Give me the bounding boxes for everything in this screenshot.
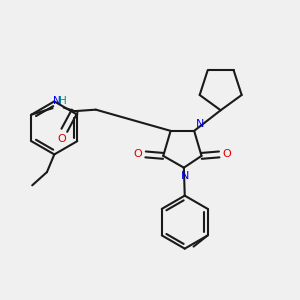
Text: N: N: [53, 96, 61, 106]
Text: O: O: [58, 134, 66, 144]
Text: N: N: [181, 171, 189, 181]
Text: O: O: [223, 149, 232, 159]
Text: N: N: [196, 119, 204, 129]
Text: H: H: [59, 96, 67, 106]
Text: O: O: [133, 149, 142, 159]
